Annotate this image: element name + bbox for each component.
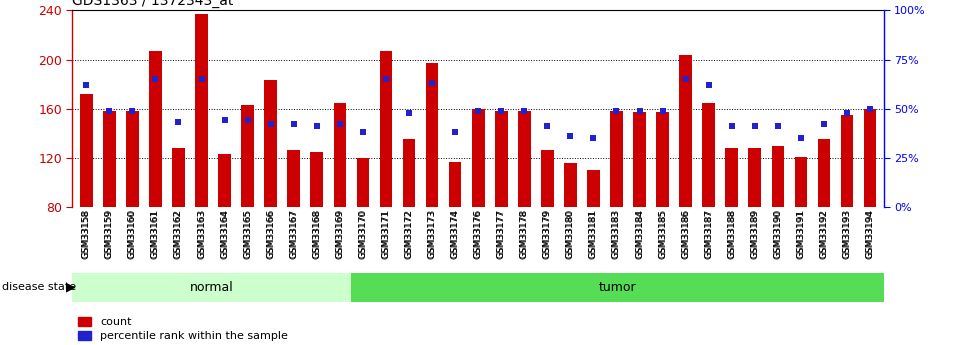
Bar xyxy=(749,148,761,207)
Bar xyxy=(242,105,254,207)
Text: GDS1363 / 1372343_at: GDS1363 / 1372343_at xyxy=(72,0,234,8)
Text: GSM33174: GSM33174 xyxy=(450,210,460,259)
Bar xyxy=(449,161,462,207)
Text: ▶: ▶ xyxy=(66,281,75,294)
Text: GSM33183: GSM33183 xyxy=(612,210,621,259)
Text: GSM33159: GSM33159 xyxy=(105,210,114,259)
Bar xyxy=(518,111,530,207)
Bar xyxy=(265,80,277,207)
Text: normal: normal xyxy=(190,281,234,294)
Bar xyxy=(587,170,600,207)
Text: GSM33186: GSM33186 xyxy=(681,210,690,259)
Text: GSM33169: GSM33169 xyxy=(335,210,344,259)
Bar xyxy=(495,111,507,207)
Bar xyxy=(218,154,231,207)
Text: GSM33171: GSM33171 xyxy=(382,210,390,259)
Bar xyxy=(679,55,692,207)
Text: GSM33179: GSM33179 xyxy=(543,210,552,259)
Text: GSM33191: GSM33191 xyxy=(796,210,806,259)
Text: GSM33165: GSM33165 xyxy=(243,210,252,259)
Text: GSM33161: GSM33161 xyxy=(151,210,160,259)
Bar xyxy=(288,150,300,207)
Text: GSM33180: GSM33180 xyxy=(566,210,575,259)
Text: GSM33166: GSM33166 xyxy=(267,210,275,259)
Text: GSM33160: GSM33160 xyxy=(128,210,137,259)
Bar xyxy=(471,109,485,207)
Text: GSM33189: GSM33189 xyxy=(751,210,759,259)
Text: GSM33176: GSM33176 xyxy=(473,210,483,259)
Bar xyxy=(817,139,831,207)
Legend: count, percentile rank within the sample: count, percentile rank within the sample xyxy=(78,317,288,341)
Text: GSM33194: GSM33194 xyxy=(866,210,874,259)
Bar xyxy=(772,146,784,207)
Text: GSM33178: GSM33178 xyxy=(520,210,528,259)
Bar xyxy=(126,111,139,207)
Bar xyxy=(149,51,161,207)
Text: GSM33164: GSM33164 xyxy=(220,210,229,259)
Text: GSM33163: GSM33163 xyxy=(197,210,206,259)
Text: GSM33185: GSM33185 xyxy=(658,210,668,259)
Text: GSM33190: GSM33190 xyxy=(774,210,782,259)
Bar xyxy=(80,94,93,207)
Bar xyxy=(356,158,369,207)
Bar xyxy=(310,152,324,207)
Bar xyxy=(426,63,439,207)
Text: GSM33158: GSM33158 xyxy=(82,210,91,259)
Text: GSM33193: GSM33193 xyxy=(842,210,851,259)
Bar xyxy=(380,51,392,207)
Bar xyxy=(172,148,185,207)
Text: GSM33170: GSM33170 xyxy=(358,210,367,259)
Text: GSM33188: GSM33188 xyxy=(727,210,736,259)
Bar xyxy=(840,115,853,207)
Text: GSM33168: GSM33168 xyxy=(312,210,322,259)
Text: GSM33162: GSM33162 xyxy=(174,210,183,259)
Bar xyxy=(195,14,208,207)
Text: GSM33172: GSM33172 xyxy=(405,210,413,259)
Text: GSM33167: GSM33167 xyxy=(289,210,298,259)
Bar xyxy=(864,109,876,207)
Text: tumor: tumor xyxy=(599,281,637,294)
Bar xyxy=(795,157,808,207)
Bar xyxy=(725,148,738,207)
Bar xyxy=(333,102,346,207)
Bar xyxy=(564,163,577,207)
Text: GSM33181: GSM33181 xyxy=(589,210,598,259)
Text: GSM33187: GSM33187 xyxy=(704,210,713,259)
Bar xyxy=(103,111,116,207)
Bar xyxy=(72,273,352,302)
Text: GSM33177: GSM33177 xyxy=(497,210,506,259)
Text: disease state: disease state xyxy=(2,282,76,292)
Bar xyxy=(541,150,554,207)
Bar xyxy=(633,112,646,207)
Text: GSM33184: GSM33184 xyxy=(635,210,644,259)
Bar xyxy=(702,102,715,207)
Bar xyxy=(352,273,884,302)
Bar xyxy=(611,111,623,207)
Bar xyxy=(403,139,415,207)
Bar xyxy=(656,112,668,207)
Text: GSM33173: GSM33173 xyxy=(428,210,437,259)
Text: GSM33192: GSM33192 xyxy=(819,210,829,259)
